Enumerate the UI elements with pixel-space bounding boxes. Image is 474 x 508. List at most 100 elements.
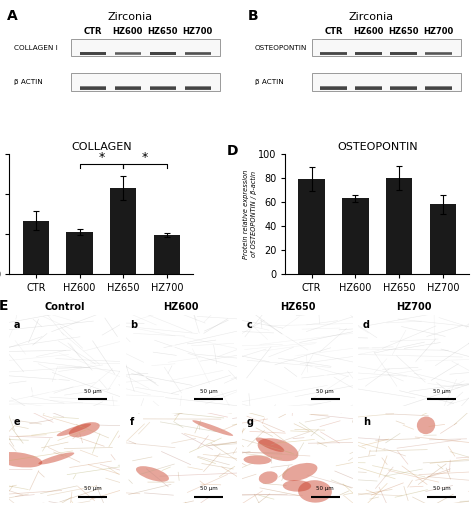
FancyBboxPatch shape: [80, 87, 106, 89]
Ellipse shape: [244, 455, 271, 464]
Ellipse shape: [192, 420, 233, 436]
FancyBboxPatch shape: [426, 52, 452, 53]
Ellipse shape: [259, 471, 278, 484]
FancyBboxPatch shape: [71, 73, 219, 91]
Text: 50 μm: 50 μm: [84, 389, 101, 394]
FancyBboxPatch shape: [320, 87, 346, 89]
Text: E: E: [0, 299, 8, 313]
FancyBboxPatch shape: [185, 88, 211, 90]
FancyBboxPatch shape: [356, 53, 382, 54]
FancyBboxPatch shape: [115, 86, 141, 88]
Text: Zirconia: Zirconia: [107, 12, 153, 22]
FancyBboxPatch shape: [320, 53, 346, 55]
FancyBboxPatch shape: [80, 53, 106, 54]
Text: A: A: [7, 9, 18, 23]
FancyBboxPatch shape: [311, 73, 461, 91]
FancyBboxPatch shape: [426, 52, 452, 54]
FancyBboxPatch shape: [311, 39, 461, 56]
Ellipse shape: [38, 452, 74, 464]
FancyBboxPatch shape: [426, 53, 452, 54]
Text: *: *: [142, 151, 148, 164]
Text: HZ650: HZ650: [388, 26, 419, 36]
FancyBboxPatch shape: [391, 53, 417, 54]
FancyBboxPatch shape: [115, 53, 141, 54]
FancyBboxPatch shape: [80, 52, 106, 54]
Text: CTR: CTR: [324, 26, 343, 36]
FancyBboxPatch shape: [80, 53, 106, 55]
FancyBboxPatch shape: [391, 87, 417, 89]
Ellipse shape: [417, 417, 435, 434]
Text: 50 μm: 50 μm: [433, 389, 450, 394]
FancyBboxPatch shape: [320, 52, 346, 54]
Text: h: h: [363, 417, 370, 427]
Ellipse shape: [69, 422, 100, 437]
FancyBboxPatch shape: [426, 86, 452, 88]
Text: c: c: [246, 320, 252, 330]
FancyBboxPatch shape: [185, 87, 211, 89]
Bar: [299, 179, 325, 274]
Ellipse shape: [255, 437, 284, 452]
FancyBboxPatch shape: [80, 52, 106, 53]
FancyBboxPatch shape: [185, 86, 211, 88]
FancyBboxPatch shape: [320, 52, 346, 53]
Text: 50 μm: 50 μm: [200, 389, 218, 394]
Text: e: e: [14, 417, 20, 427]
Ellipse shape: [283, 480, 311, 492]
Text: HZ600: HZ600: [112, 26, 143, 36]
FancyBboxPatch shape: [80, 52, 106, 54]
Ellipse shape: [257, 438, 299, 461]
Bar: [110, 188, 137, 274]
Text: HZ600: HZ600: [353, 26, 384, 36]
FancyBboxPatch shape: [150, 52, 176, 54]
Title: OSTEOPONTIN: OSTEOPONTIN: [337, 142, 418, 152]
FancyBboxPatch shape: [71, 39, 219, 56]
FancyBboxPatch shape: [356, 88, 382, 90]
FancyBboxPatch shape: [320, 88, 346, 90]
Text: COLLAGEN I: COLLAGEN I: [14, 45, 58, 51]
FancyBboxPatch shape: [356, 53, 382, 55]
Bar: [430, 205, 456, 274]
FancyBboxPatch shape: [356, 86, 382, 88]
Text: HZ650: HZ650: [280, 302, 315, 312]
FancyBboxPatch shape: [320, 52, 346, 54]
FancyBboxPatch shape: [426, 87, 452, 89]
Text: HZ700: HZ700: [396, 302, 432, 312]
Text: g: g: [246, 417, 254, 427]
FancyBboxPatch shape: [115, 52, 141, 54]
FancyBboxPatch shape: [356, 53, 382, 55]
FancyBboxPatch shape: [185, 53, 211, 54]
Text: β ACTIN: β ACTIN: [255, 79, 283, 85]
FancyBboxPatch shape: [426, 53, 452, 55]
Text: 50 μm: 50 μm: [316, 389, 334, 394]
FancyBboxPatch shape: [356, 87, 382, 89]
FancyBboxPatch shape: [150, 87, 176, 89]
Text: Control: Control: [45, 302, 85, 312]
FancyBboxPatch shape: [150, 86, 176, 88]
Text: d: d: [363, 320, 370, 330]
FancyBboxPatch shape: [320, 87, 346, 89]
FancyBboxPatch shape: [320, 87, 346, 89]
Text: 50 μm: 50 μm: [200, 486, 218, 491]
FancyBboxPatch shape: [150, 87, 176, 89]
Text: a: a: [14, 320, 20, 330]
FancyBboxPatch shape: [185, 87, 211, 89]
FancyBboxPatch shape: [115, 87, 141, 89]
FancyBboxPatch shape: [320, 53, 346, 55]
FancyBboxPatch shape: [391, 88, 417, 90]
FancyBboxPatch shape: [356, 87, 382, 89]
FancyBboxPatch shape: [320, 86, 346, 88]
Text: HZ600: HZ600: [164, 302, 199, 312]
Text: HZ700: HZ700: [182, 26, 213, 36]
FancyBboxPatch shape: [150, 52, 176, 53]
FancyBboxPatch shape: [391, 52, 417, 53]
FancyBboxPatch shape: [80, 53, 106, 55]
Bar: [386, 178, 412, 274]
Ellipse shape: [282, 463, 318, 481]
Bar: [154, 235, 180, 274]
FancyBboxPatch shape: [320, 53, 346, 54]
FancyBboxPatch shape: [150, 52, 176, 54]
Ellipse shape: [57, 424, 91, 436]
FancyBboxPatch shape: [426, 87, 452, 89]
FancyBboxPatch shape: [185, 52, 211, 53]
FancyBboxPatch shape: [115, 88, 141, 90]
